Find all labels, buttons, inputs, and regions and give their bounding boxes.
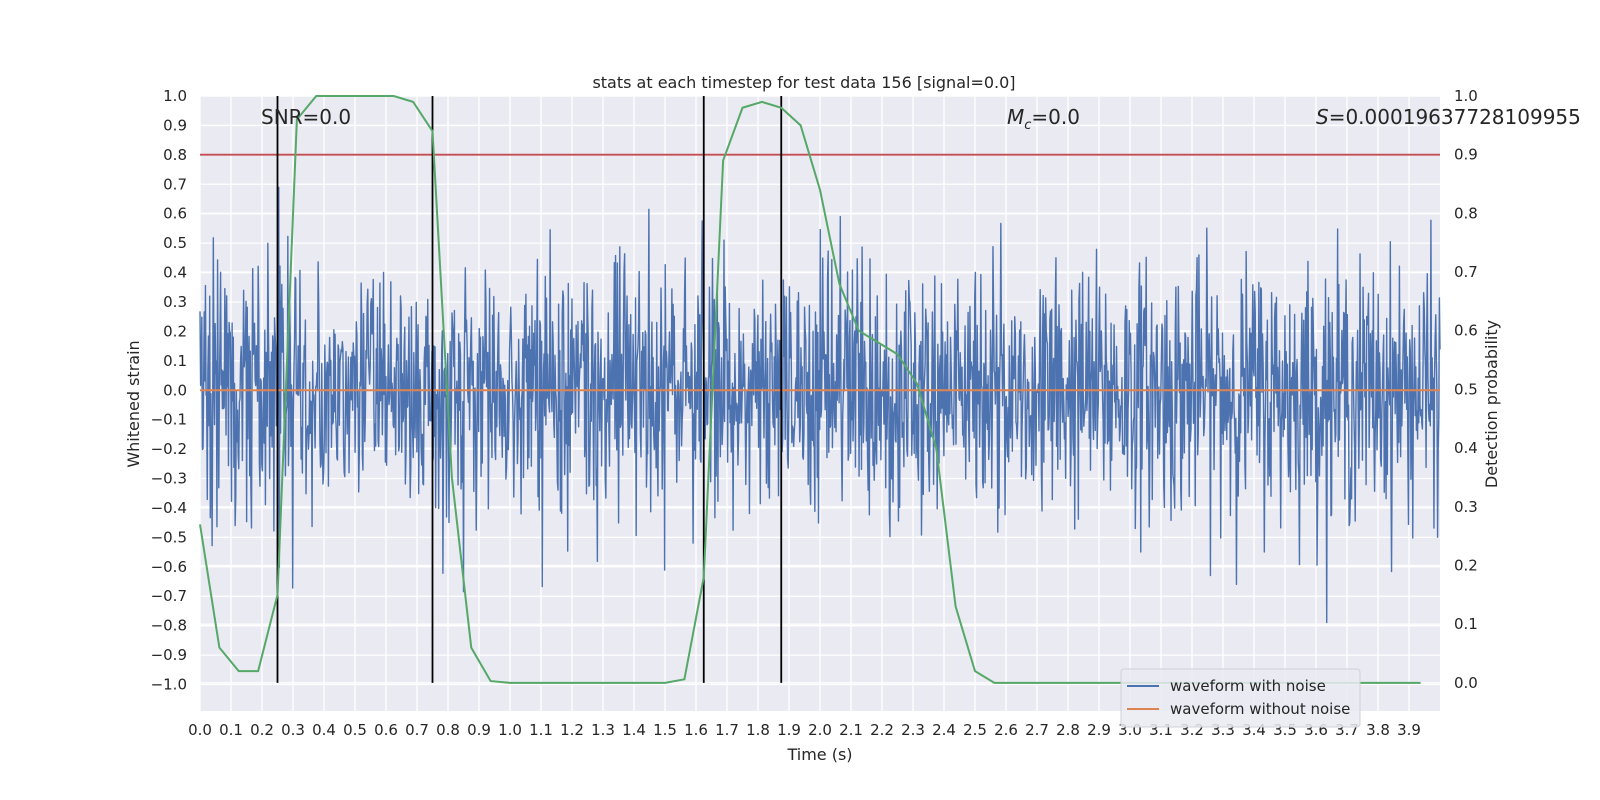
x-tick-label: 2.5 [963, 721, 987, 739]
y-tick-label: −0.6 [151, 558, 187, 576]
x-tick-label: 0.8 [436, 721, 460, 739]
x-axis-ticks: 0.0 0.1 0.2 0.3 0.4 0.5 0.6 0.7 0.8 0.9 1.0 1.1 1.2 1… [188, 721, 1421, 739]
chart-title: stats at each timestep for test data 156… [592, 73, 1015, 92]
y-tick-label: 0.8 [163, 146, 187, 164]
x-tick-label: 1.0 [498, 721, 522, 739]
legend-label: waveform with noise [1170, 677, 1326, 695]
x-tick-label: 2.6 [994, 721, 1018, 739]
x-tick-label: 0.3 [281, 721, 305, 739]
series-waveform-with-noise [199, 186, 1441, 624]
x-tick-label: 0.7 [405, 721, 429, 739]
y2-tick-label: 1.0 [1454, 87, 1478, 105]
y-tick-label: 0.6 [163, 205, 187, 223]
y2-axis-label: Detection probability [1482, 320, 1501, 488]
y-tick-label: −0.4 [151, 499, 187, 517]
x-tick-label: 2.4 [932, 721, 956, 739]
x-tick-label: 0.0 [188, 721, 212, 739]
x-tick-label: 1.4 [622, 721, 646, 739]
y2-tick-label: 0.2 [1454, 556, 1478, 574]
y2-tick-label: 0.0 [1454, 674, 1478, 692]
y2-tick-label: 0.8 [1454, 204, 1478, 222]
y-axis-label: Whitened strain [124, 340, 143, 467]
x-tick-label: 0.4 [312, 721, 336, 739]
x-tick-label: 2.2 [870, 721, 894, 739]
legend-box [1120, 668, 1361, 728]
y2-tick-label: 0.6 [1454, 322, 1478, 340]
x-tick-label: 1.9 [777, 721, 801, 739]
y-tick-label: −0.5 [151, 528, 187, 546]
x-tick-label: 2.0 [808, 721, 832, 739]
x-tick-label: 1.6 [684, 721, 708, 739]
s-annotation: S=0.00019637728109955 [1316, 105, 1581, 129]
y-tick-label: −0.7 [151, 587, 187, 605]
legend-label: waveform without noise [1170, 700, 1350, 718]
x-tick-label: 1.1 [529, 721, 553, 739]
y-tick-label: 0.4 [163, 264, 187, 282]
y-tick-label: −0.8 [151, 617, 187, 635]
y2-tick-label: 0.1 [1454, 615, 1478, 633]
x-tick-label: 3.9 [1397, 721, 1421, 739]
mc-value: =0.0 [1031, 105, 1080, 129]
y-tick-label: 0.0 [163, 381, 187, 399]
y-tick-label: 1.0 [163, 87, 187, 105]
snr-annotation: SNR=0.0 [261, 105, 351, 129]
x-tick-label: 2.1 [839, 721, 863, 739]
s-symbol: S [1316, 105, 1329, 129]
y-tick-label: −0.1 [151, 411, 187, 429]
x-tick-label: 0.1 [219, 721, 243, 739]
legend: waveform with noise waveform without nois… [1120, 668, 1361, 728]
x-tick-label: 0.2 [250, 721, 274, 739]
mc-symbol: M [1007, 105, 1024, 129]
x-tick-label: 1.2 [560, 721, 584, 739]
x-tick-label: 1.7 [715, 721, 739, 739]
x-tick-label: 2.7 [1025, 721, 1049, 739]
y-tick-label: 0.3 [163, 293, 187, 311]
x-tick-label: 2.9 [1087, 721, 1111, 739]
y-axis-ticks: 1.0 0.9 0.8 0.7 0.6 0.5 0.4 0.3 0.2 0.1 0.0 −0.1 −0.… [151, 87, 187, 694]
x-tick-label: 0.6 [374, 721, 398, 739]
x-tick-label: 2.3 [901, 721, 925, 739]
y2-tick-label: 0.4 [1454, 439, 1478, 457]
x-tick-label: 2.8 [1056, 721, 1080, 739]
x-tick-label: 0.5 [343, 721, 367, 739]
y2-tick-label: 0.9 [1454, 146, 1478, 164]
y2-tick-label: 0.7 [1454, 263, 1478, 281]
annotations: SNR=0.0 Mc=0.0 S=0.00019637728109955 [261, 105, 1581, 133]
y-tick-label: −0.2 [151, 440, 187, 458]
x-tick-label: 1.8 [746, 721, 770, 739]
mc-annotation: Mc=0.0 [1007, 105, 1080, 133]
y2-tick-label: 0.3 [1454, 498, 1478, 516]
mc-subscript: c [1024, 118, 1031, 133]
x-tick-label: 1.3 [591, 721, 615, 739]
y-tick-label: −0.3 [151, 470, 187, 488]
x-tick-label: 1.5 [653, 721, 677, 739]
x-tick-label: 0.9 [467, 721, 491, 739]
y-tick-label: 0.2 [163, 322, 187, 340]
s-value: =0.00019637728109955 [1329, 105, 1581, 129]
y-tick-label: 0.7 [163, 175, 187, 193]
y-tick-label: 0.1 [163, 352, 187, 370]
y-tick-label: 0.9 [163, 116, 187, 134]
y2-tick-label: 0.5 [1454, 380, 1478, 398]
y-tick-label: −0.9 [151, 646, 187, 664]
x-tick-label: 3.8 [1366, 721, 1390, 739]
y2-axis-ticks: 1.0 0.9 0.8 0.7 0.6 0.5 0.4 0.3 0.2 0.1 0.0 [1454, 87, 1478, 692]
x-axis-label: Time (s) [786, 745, 852, 764]
y-tick-label: −1.0 [151, 676, 187, 694]
y-tick-label: 0.5 [163, 234, 187, 252]
